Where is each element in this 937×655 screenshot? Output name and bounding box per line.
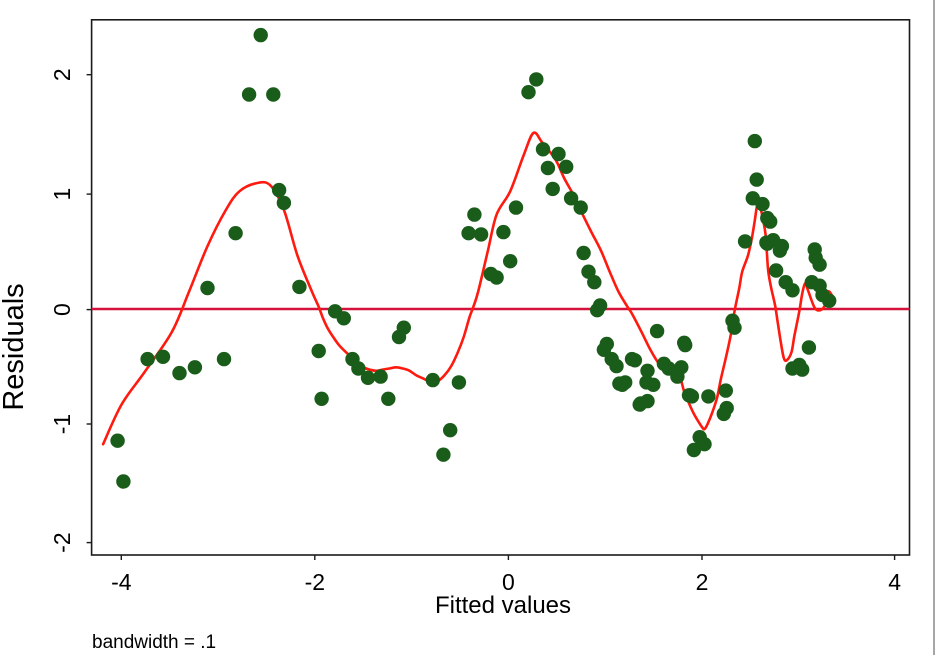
svg-text:4: 4 — [888, 569, 901, 595]
svg-text:Residuals: Residuals — [0, 283, 30, 410]
svg-text:2: 2 — [49, 68, 75, 81]
svg-text:-1: -1 — [49, 414, 75, 434]
svg-text:-4: -4 — [111, 569, 132, 595]
svg-text:Fitted values: Fitted values — [435, 592, 571, 619]
svg-text:0: 0 — [49, 303, 75, 316]
svg-text:2: 2 — [696, 569, 709, 595]
svg-text:1: 1 — [49, 188, 75, 201]
svg-text:-2: -2 — [49, 532, 75, 552]
svg-text:-2: -2 — [305, 569, 325, 595]
svg-text:bandwidth = .1: bandwidth = .1 — [92, 632, 216, 653]
